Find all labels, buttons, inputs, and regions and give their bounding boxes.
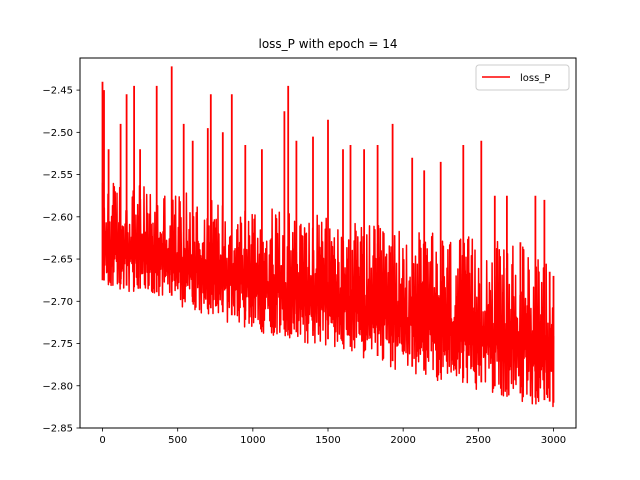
x-tick-label: 500 bbox=[168, 435, 187, 446]
y-tick-label: −2.55 bbox=[42, 170, 73, 181]
chart-title: loss_P with epoch = 14 bbox=[258, 37, 397, 51]
y-tick-label: −2.80 bbox=[42, 381, 73, 392]
x-tick-label: 2500 bbox=[466, 435, 491, 446]
x-tick-label: 0 bbox=[99, 435, 105, 446]
y-tick-label: −2.45 bbox=[42, 86, 73, 97]
y-tick-label: −2.75 bbox=[42, 339, 73, 350]
x-tick-label: 1000 bbox=[240, 435, 265, 446]
x-axis: 0 500 1000 1500 2000 2500 3000 bbox=[99, 428, 566, 446]
y-tick-label: −2.65 bbox=[42, 255, 73, 266]
y-tick-label: −2.85 bbox=[42, 424, 73, 435]
y-tick-label: −2.60 bbox=[42, 212, 73, 223]
plot-frame bbox=[79, 57, 577, 429]
legend-box bbox=[475, 64, 570, 91]
legend: loss_P bbox=[475, 64, 570, 91]
x-tick-label: 3000 bbox=[541, 435, 566, 446]
plot-lines bbox=[101, 66, 555, 408]
y-axis: −2.85 −2.80 −2.75 −2.70 −2.65 −2.60 −2.55 −2.50… bbox=[42, 86, 80, 435]
x-tick-label: 2000 bbox=[390, 435, 415, 446]
y-tick-label: −2.50 bbox=[42, 128, 73, 139]
x-tick-label: 1500 bbox=[315, 435, 340, 446]
y-tick-label: −2.70 bbox=[42, 297, 73, 308]
legend-label: loss_P bbox=[520, 73, 550, 84]
